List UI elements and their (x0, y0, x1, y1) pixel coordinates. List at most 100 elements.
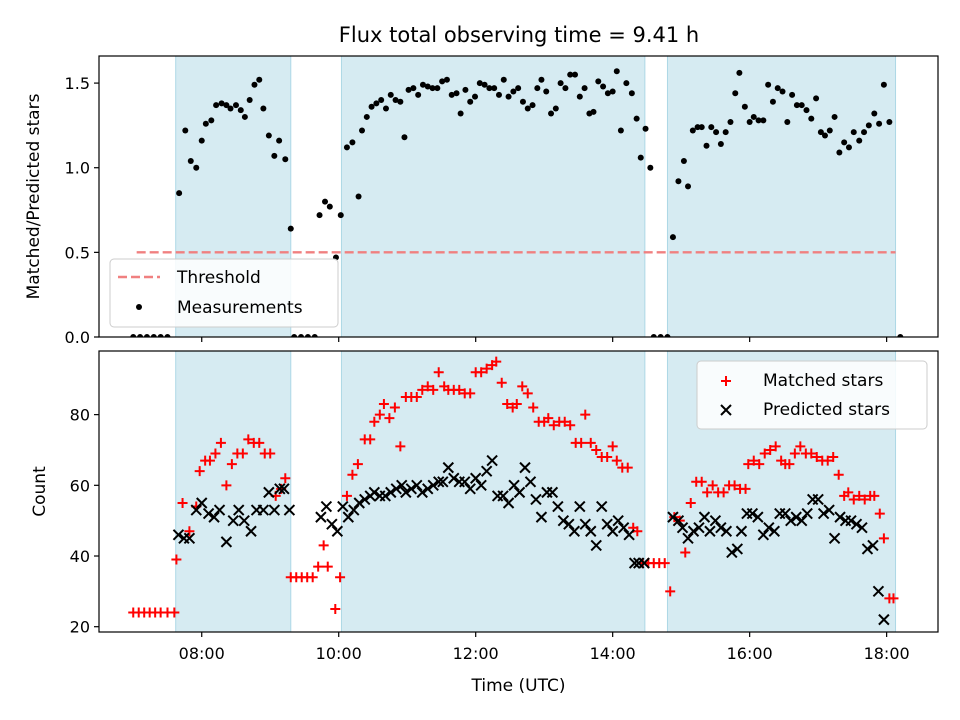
measurement-point (251, 81, 258, 88)
predicted-star-point (238, 514, 250, 527)
measurement-point (415, 91, 422, 98)
measurement-point (623, 80, 630, 87)
measurement-point (765, 81, 772, 88)
measurement-point (841, 139, 848, 146)
predicted-star-point (190, 504, 202, 516)
matched-star-point (215, 437, 226, 448)
measurement-point (813, 95, 820, 102)
measurement-point (750, 113, 757, 120)
measurement-point (486, 85, 493, 92)
predicted-star-point (416, 486, 428, 499)
matched-star-point (765, 444, 776, 455)
matched-star-point (517, 381, 528, 392)
measurement-point (187, 157, 194, 164)
measurement-point (876, 120, 883, 127)
predicted-star-point (183, 532, 196, 545)
measurement-point (576, 93, 583, 100)
measurement-point (628, 90, 635, 97)
measurement-point (650, 334, 657, 337)
predicted-star-point (834, 511, 846, 523)
matched-star-point (659, 558, 670, 569)
matched-star-point (576, 437, 587, 448)
predicted-star-point (856, 522, 868, 534)
count-panel: 20 40 60 80 08:00 10:00 12:00 14:00 16:00 18:00 Co… (30, 350, 939, 696)
predicted-star-point (348, 504, 360, 516)
matched-star-point (559, 416, 570, 427)
measurement-point (291, 334, 298, 337)
measurement-point (581, 85, 588, 92)
matched-star-point (822, 455, 833, 466)
predicted-star-point (278, 483, 290, 495)
predicted-star-point (437, 476, 449, 488)
matched-star-point (365, 434, 376, 445)
measurement-point (897, 334, 904, 337)
predicted-star-point (469, 472, 482, 484)
predicted-star-point (535, 511, 548, 523)
matched-star-point (806, 448, 817, 459)
measurement-point (534, 85, 541, 92)
matched-star-point (602, 452, 613, 463)
measurement-point (722, 129, 729, 136)
legend-box (109, 258, 339, 328)
measurement-point (727, 119, 734, 126)
predicted-star-point (442, 461, 455, 474)
measurement-point (434, 85, 441, 92)
legend-measurement-swatch (136, 304, 142, 310)
measurement-point (241, 113, 248, 120)
measurement-point (137, 334, 144, 337)
measurement-point (633, 115, 640, 122)
predicted-star-point (519, 461, 531, 474)
predicted-star-point (720, 525, 733, 537)
predicted-star-point (715, 522, 727, 534)
predicted-star-point (257, 504, 270, 516)
matched-star-point (433, 367, 444, 378)
measurement-point (287, 225, 294, 232)
measurement-point (871, 110, 878, 117)
predicted-star-point (220, 536, 233, 548)
predicted-star-point (795, 514, 808, 527)
chart-title: Flux total observing time = 9.41 h (339, 23, 699, 47)
measurement-point (793, 102, 800, 109)
predicted-star-point (331, 525, 344, 537)
legend: Matched stars Predicted stars (696, 360, 928, 430)
predicted-star-point (530, 493, 542, 506)
measurement-point (282, 156, 289, 163)
predicted-star-point (274, 483, 286, 495)
matched-star-point (622, 462, 633, 473)
predicted-star-point (475, 479, 487, 492)
matched-star-point (389, 402, 400, 413)
matched-star-point (210, 448, 221, 459)
predicted-star-point (546, 486, 559, 499)
predicted-star-point (433, 476, 445, 488)
predicted-star-point (768, 525, 781, 537)
matched-star-point (843, 487, 854, 498)
measurement-point (562, 85, 569, 92)
legend-predicted-swatch (720, 404, 732, 416)
matched-star-point (341, 490, 352, 501)
measurement-point (500, 76, 507, 83)
predicted-star-point (208, 511, 220, 523)
observing-span (175, 351, 292, 632)
predicted-star-point (568, 525, 581, 537)
measurement-point (642, 125, 649, 132)
predicted-star-point (508, 479, 520, 492)
matched-star-point (878, 533, 889, 544)
matched-star-point (428, 384, 439, 395)
predicted-star-point (667, 511, 679, 523)
predicted-star-point (320, 500, 333, 513)
predicted-star-point (606, 525, 619, 537)
matched-star-point (702, 487, 713, 498)
observing-span (666, 56, 897, 337)
measurement-point (845, 144, 852, 151)
predicted-star-point (513, 486, 526, 499)
predicted-star-point (400, 486, 412, 499)
measurement-point (316, 212, 323, 219)
matched-star-point (177, 497, 188, 508)
matched-star-point (221, 480, 232, 491)
measurement-point (218, 100, 225, 107)
predicted-star-point (227, 514, 239, 527)
matched-star-point (665, 586, 676, 597)
predicted-star-point (845, 514, 857, 527)
measurement-point (567, 71, 574, 78)
